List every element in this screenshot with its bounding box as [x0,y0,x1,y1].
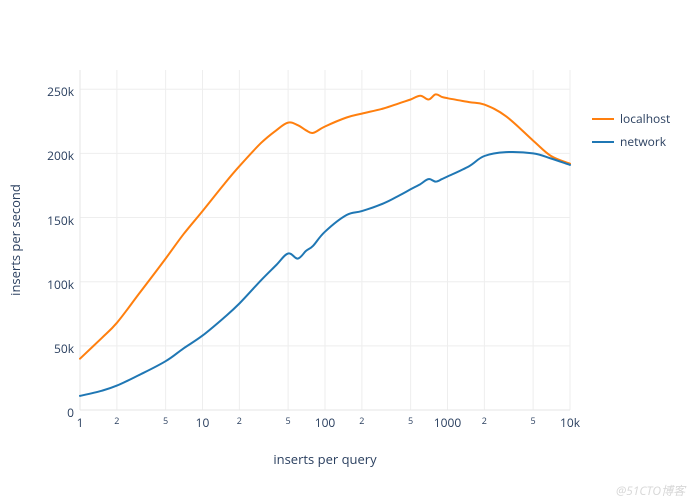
x-tick-label: 100 [310,414,340,431]
y-tick-label: 100k [47,276,74,293]
x-axis-label: inserts per query [0,450,650,468]
legend-item-network[interactable]: network [592,133,670,150]
x-tick-label: 5 [396,414,426,427]
x-tick-label: 5 [151,414,181,427]
y-tick-label: 250k [47,83,74,100]
legend-swatch-localhost [592,118,614,120]
x-tick-label: 2 [224,414,254,427]
x-tick-label: 5 [273,414,303,427]
x-tick-label: 1 [65,414,95,431]
legend-label-localhost: localhost [620,110,670,127]
x-tick-label: 1000 [433,414,463,431]
legend-label-network: network [620,133,666,150]
watermark: @51CTO博客 [616,482,685,499]
legend: localhost network [592,110,670,156]
x-tick-label: 2 [469,414,499,427]
y-axis-label: inserts per second [6,184,24,296]
y-tick-label: 150k [47,212,74,229]
x-tick-label: 10k [555,414,585,431]
y-tick-label: 50k [54,340,74,357]
legend-swatch-network [592,141,614,143]
x-tick-label: 5 [518,414,548,427]
legend-item-localhost[interactable]: localhost [592,110,670,127]
x-tick-label: 10 [188,414,218,431]
x-tick-label: 2 [347,414,377,427]
y-tick-label: 200k [47,147,74,164]
x-tick-label: 2 [102,414,132,427]
plot-group [80,70,570,410]
